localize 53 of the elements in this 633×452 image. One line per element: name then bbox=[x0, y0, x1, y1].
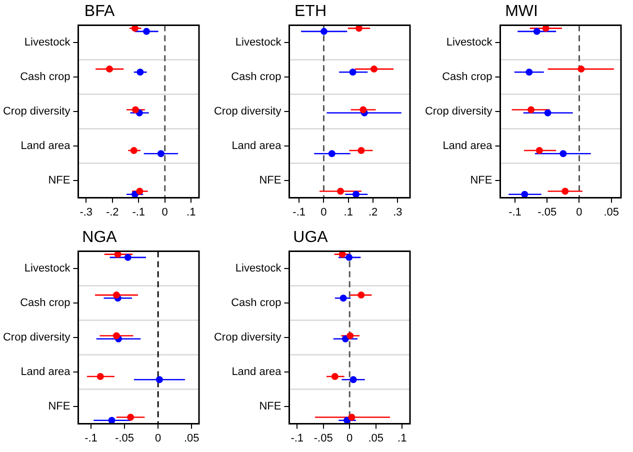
y-tick-label: Livestock bbox=[24, 262, 71, 274]
x-tick-label: -.05 bbox=[115, 432, 134, 444]
y-tick-label: Crop diversity bbox=[424, 106, 493, 118]
x-tick-label: -.1 bbox=[290, 432, 304, 444]
y-tick-label: Livestock bbox=[446, 36, 493, 48]
y-tick-label: Cash crop bbox=[20, 297, 70, 310]
x-tick-label: -.3 bbox=[80, 206, 93, 218]
x-tick-label: .1 bbox=[344, 206, 353, 218]
x-tick-label: .05 bbox=[184, 432, 200, 444]
x-tick-label: .05 bbox=[604, 206, 620, 218]
y-tick-label: NFE bbox=[259, 400, 282, 413]
y-tick-label: Livestock bbox=[235, 36, 282, 48]
y-tick-label: Crop diversity bbox=[214, 332, 282, 344]
x-tick-label: -.05 bbox=[538, 206, 557, 218]
x-tick-label: 0 bbox=[155, 432, 162, 444]
y-tick-label: Cash crop bbox=[20, 71, 70, 84]
y-tick-label: Land area bbox=[442, 140, 494, 152]
y-tick-label: NFE bbox=[470, 174, 492, 187]
x-tick-label: -.2 bbox=[106, 206, 119, 218]
x-tick-label: .05 bbox=[368, 432, 384, 444]
x-tick-label: .2 bbox=[368, 206, 378, 218]
x-tick-label: .1 bbox=[186, 206, 196, 218]
chart-title: NGA bbox=[82, 229, 118, 246]
y-tick-label: Cash crop bbox=[442, 71, 492, 84]
y-tick-label: Land area bbox=[232, 366, 282, 378]
y-tick-label: Land area bbox=[20, 366, 72, 378]
x-tick-label: 0 bbox=[162, 206, 168, 218]
y-tick-label: NFE bbox=[48, 174, 70, 187]
x-tick-label: -.1 bbox=[132, 206, 146, 218]
y-tick-label: Crop diversity bbox=[2, 332, 71, 344]
y-tick-label: Cash crop bbox=[231, 297, 282, 310]
y-tick-label: Livestock bbox=[24, 36, 71, 48]
x-tick-label: 0 bbox=[576, 206, 582, 218]
y-tick-label: NFE bbox=[48, 400, 70, 413]
x-tick-label: -.1 bbox=[84, 432, 98, 444]
x-tick-label: .3 bbox=[393, 206, 402, 218]
chart-title: BFA bbox=[84, 3, 115, 20]
y-tick-label: Land area bbox=[20, 140, 72, 152]
chart-title: MWI bbox=[505, 3, 538, 20]
y-tick-label: Crop diversity bbox=[214, 106, 282, 118]
chart-title: UGA bbox=[293, 229, 328, 246]
y-tick-label: NFE bbox=[259, 174, 282, 187]
x-tick-label: 0 bbox=[346, 432, 353, 444]
y-tick-label: Livestock bbox=[235, 262, 282, 274]
chart-title: ETH bbox=[294, 3, 326, 20]
x-tick-label: -.1 bbox=[508, 206, 522, 218]
y-tick-label: Land area bbox=[232, 140, 282, 152]
x-tick-label: .1 bbox=[398, 432, 407, 444]
x-tick-label: 0 bbox=[320, 206, 327, 218]
y-tick-label: Cash crop bbox=[231, 71, 282, 84]
y-tick-label: Crop diversity bbox=[2, 106, 71, 118]
x-tick-label: -.05 bbox=[314, 432, 333, 444]
x-tick-label: -.1 bbox=[292, 206, 306, 218]
